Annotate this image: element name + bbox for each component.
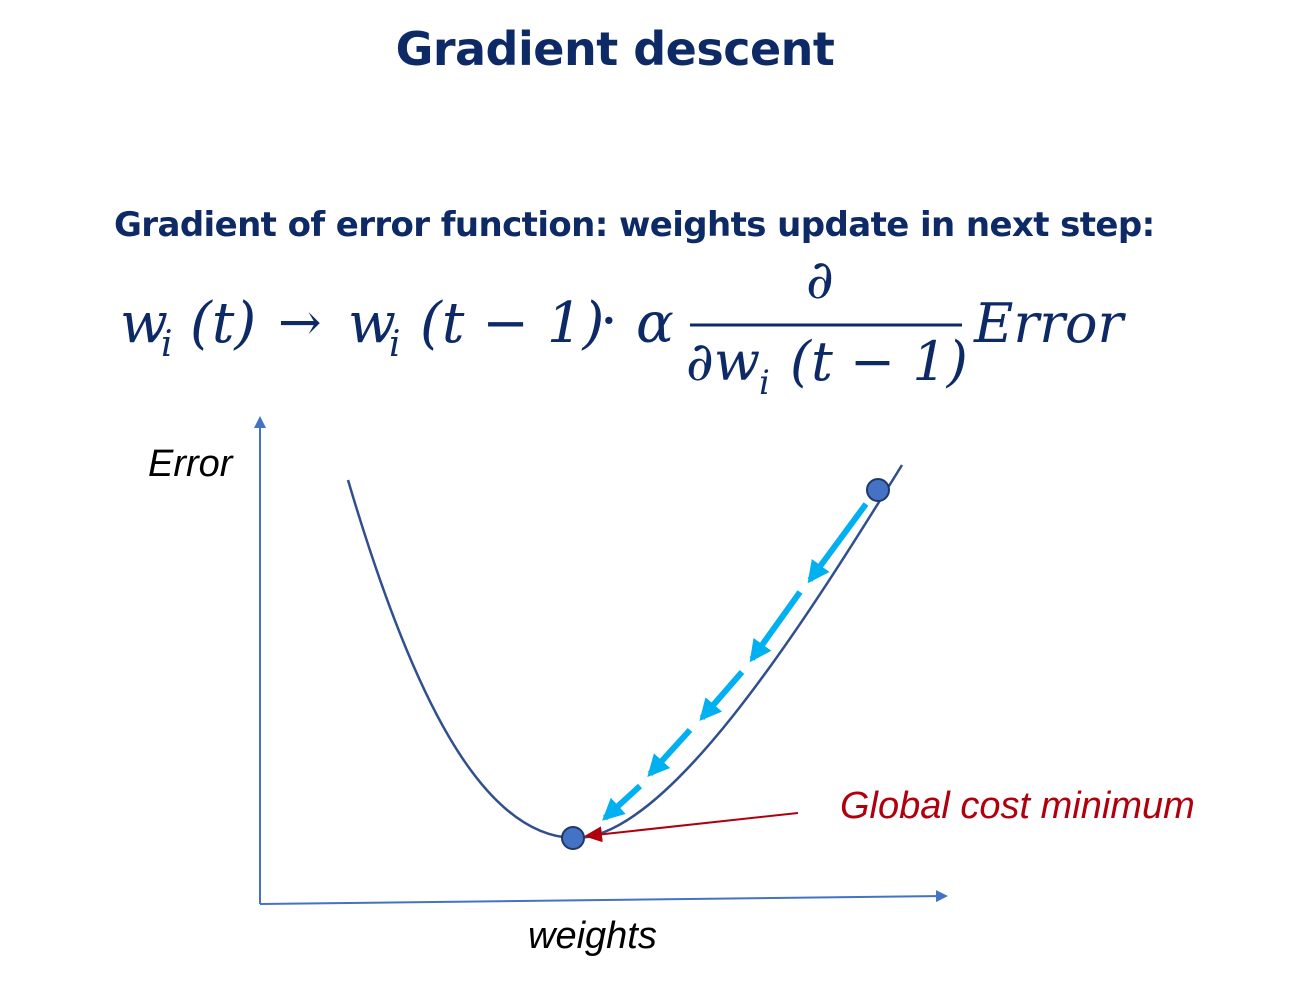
gradient-step-arrow [647, 727, 693, 777]
formula-arrow: → [278, 293, 322, 353]
formula-rhs-arg: (t − 1) [420, 291, 604, 356]
formula-lhs-arg: (t) [190, 291, 256, 356]
formula-denominator-arg: (t − 1) [790, 330, 968, 393]
formula-rhs-var: w [348, 291, 396, 356]
formula-lhs-sub: i [161, 324, 173, 365]
formula-numerator: ∂ [806, 248, 834, 311]
formula-lhs-var: w [120, 291, 168, 356]
update-formula: w i (t) → w i (t − 1) · α ∂ ∂w i (t − 1)… [120, 248, 1127, 403]
slide-subtitle: Gradient of error function: weights upda… [114, 205, 1155, 245]
minimum-point [561, 826, 585, 850]
formula-denominator-partial: ∂w [686, 330, 760, 393]
x-axis [259, 890, 948, 905]
global-minimum-label: Global cost minimum [840, 785, 1195, 827]
formula-alpha: α [636, 291, 674, 356]
formula-dot: · [600, 289, 618, 354]
gradient-step-arrow [699, 670, 745, 722]
error-curve [346, 464, 904, 840]
x-axis-label: weights [528, 915, 657, 957]
annotation-arrow [584, 812, 799, 843]
start-point [866, 478, 890, 502]
formula-function-name: Error [973, 292, 1127, 355]
formula-rhs-sub: i [389, 324, 401, 365]
y-axis-label: Error [148, 443, 234, 485]
slide-title: Gradient descent [395, 22, 835, 76]
formula-denominator-sub: i [759, 363, 770, 403]
gradient-step-arrow [602, 783, 643, 821]
gradient-step-arrow [807, 502, 869, 584]
gradient-step-arrow [749, 590, 803, 663]
gradient-steps [602, 502, 869, 821]
